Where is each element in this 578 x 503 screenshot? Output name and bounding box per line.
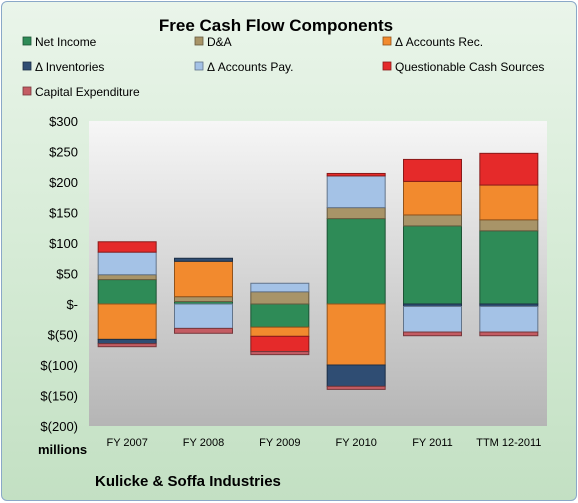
bar-capital-expenditure-ttm-12-2011 [479, 331, 539, 337]
legend-swatch-d-a [194, 36, 204, 46]
bar-accounts-pay-fy-2011 [403, 305, 462, 333]
legend-label-questionable-cash-sources: Questionable Cash Sources [395, 60, 544, 74]
bar-accounts-pay-fy-2007 [97, 251, 157, 276]
legend-label-net-income: Net Income [35, 35, 97, 49]
bar-accounts-rec-fy-2009 [250, 326, 310, 337]
company-label: Kulicke & Soffa Industries [95, 473, 281, 490]
bar-capital-expenditure-fy-2011 [403, 331, 462, 337]
bars [97, 152, 539, 390]
legend-swatch-accounts-rec [382, 36, 392, 46]
bar-net-income-fy-2007 [97, 279, 157, 305]
y-tick-label: $250 [49, 145, 78, 160]
plot-area [89, 121, 547, 426]
y-tick-label: $(150) [40, 389, 78, 404]
bar-net-income-fy-2009 [250, 303, 310, 328]
legend-label-d-a: D&A [207, 35, 232, 49]
x-tick-label: FY 2008 [183, 437, 224, 449]
bar-accounts-rec-fy-2008 [174, 260, 233, 298]
bar-d-a-fy-2010 [326, 207, 386, 220]
bar-inventories-fy-2008 [174, 257, 233, 262]
bar-inventories-fy-2007 [97, 338, 157, 345]
x-tick-label: FY 2007 [106, 437, 147, 449]
bar-questionable-cash-sources-fy-2010 [326, 172, 386, 177]
x-axis-labels: FY 2007 FY 2008 FY 2009 FY 2010 FY 2011 TTM 1… [106, 437, 541, 449]
bar-d-a-fy-2011 [403, 214, 462, 227]
bar-net-income-fy-2010 [326, 218, 386, 305]
bar-accounts-rec-ttm-12-2011 [479, 184, 539, 221]
bar-capital-expenditure-fy-2008 [174, 327, 233, 334]
bar-d-a-fy-2009 [250, 291, 310, 305]
legend-label-inventories: Δ Inventories [35, 60, 104, 74]
x-tick-label: TTM 12-2011 [476, 437, 541, 449]
bar-questionable-cash-sources-fy-2011 [403, 158, 462, 182]
bar-capital-expenditure-fy-2009 [250, 351, 310, 356]
bar-inventories-fy-2010 [326, 364, 386, 387]
y-tick-label: $(200) [40, 419, 78, 434]
y-tick-label: $300 [49, 114, 78, 129]
x-tick-label: FY 2011 [412, 437, 453, 449]
legend-swatch-capital-expenditure [22, 86, 32, 96]
bar-questionable-cash-sources-ttm-12-2011 [479, 152, 539, 186]
bar-net-income-fy-2011 [403, 225, 462, 305]
bar-accounts-pay-fy-2008 [174, 303, 233, 329]
y-tick-label: $(100) [40, 358, 78, 373]
y-axis-ticks: $300 $250 $200 $150 $100 $50 $- $(50) $(100) $(15… [40, 114, 78, 434]
bar-accounts-rec-fy-2010 [326, 303, 386, 366]
bar-accounts-pay-ttm-12-2011 [479, 305, 539, 333]
legend-swatch-accounts-pay [194, 61, 204, 71]
chart-title: Free Cash Flow Components [159, 16, 393, 35]
bar-d-a-fy-2008 [174, 296, 233, 303]
unit-label: millions [38, 442, 87, 457]
legend-swatch-inventories [22, 61, 32, 71]
x-tick-label: FY 2009 [259, 437, 300, 449]
y-tick-label: $(50) [48, 328, 78, 343]
bar-accounts-pay-fy-2010 [326, 175, 386, 209]
y-tick-label: $50 [56, 267, 78, 282]
bar-net-income-ttm-12-2011 [479, 230, 539, 305]
legend-swatch-questionable-cash-sources [382, 61, 392, 71]
bar-questionable-cash-sources-fy-2009 [250, 335, 310, 353]
bar-d-a-ttm-12-2011 [479, 219, 539, 232]
bar-accounts-pay-fy-2009 [250, 282, 310, 293]
legend-label-accounts-rec: Δ Accounts Rec. [395, 35, 483, 49]
legend-swatch-net-income [22, 36, 32, 46]
bar-accounts-rec-fy-2007 [97, 303, 157, 340]
bar-capital-expenditure-fy-2007 [97, 343, 157, 348]
y-tick-label: $200 [49, 175, 78, 190]
y-tick-label: $100 [49, 236, 78, 251]
x-tick-label: FY 2010 [335, 437, 376, 449]
bar-questionable-cash-sources-fy-2007 [97, 241, 157, 253]
legend-label-capital-expenditure: Capital Expenditure [35, 85, 140, 99]
bar-d-a-fy-2007 [97, 274, 157, 281]
legend-label-accounts-pay: Δ Accounts Pay. [207, 60, 294, 74]
bar-accounts-rec-fy-2011 [403, 180, 462, 216]
y-tick-label: $- [66, 297, 78, 312]
y-tick-label: $150 [49, 206, 78, 221]
bar-capital-expenditure-fy-2010 [326, 385, 386, 390]
legend: Net Income D&A Δ Accounts Rec. Δ Inventorie… [22, 35, 544, 99]
